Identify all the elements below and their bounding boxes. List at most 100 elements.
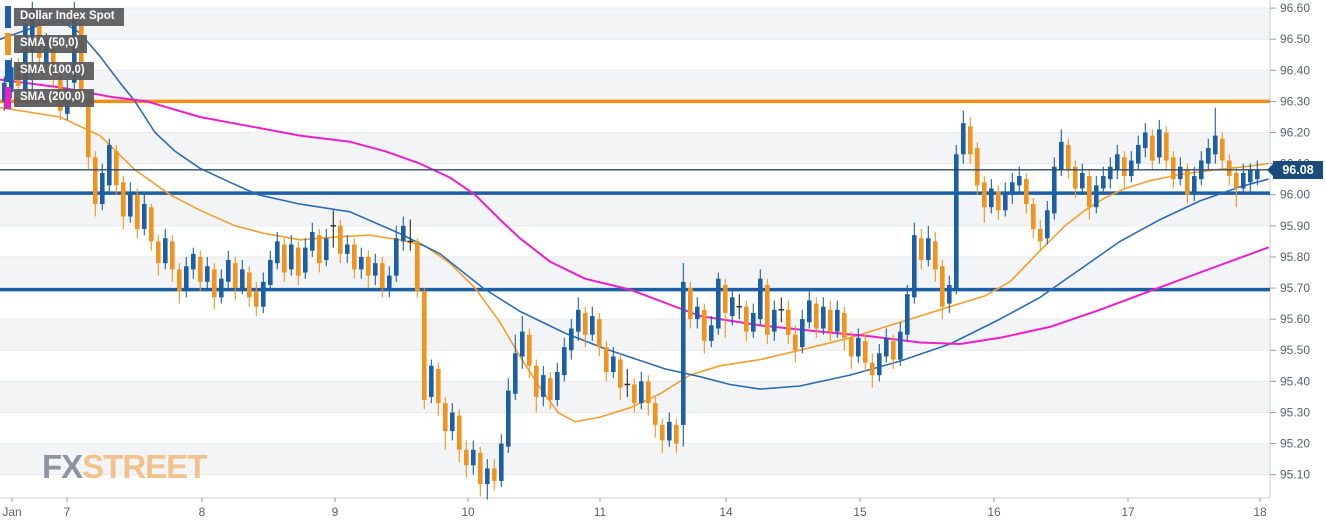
candle-body — [821, 306, 826, 329]
candle-body — [289, 244, 294, 270]
fxstreet-logo-fx: FX — [42, 448, 83, 485]
candle-body — [856, 337, 861, 357]
candle-body — [345, 244, 350, 254]
background-stripe — [0, 319, 1270, 351]
candle-body — [373, 263, 378, 276]
candle-body — [520, 331, 525, 357]
candle-body — [1003, 191, 1008, 211]
candle-body — [1157, 129, 1162, 158]
x-axis-label: 16 — [987, 505, 1001, 519]
candle-body — [429, 365, 434, 397]
candle-body — [485, 468, 490, 485]
candle-body — [1094, 185, 1099, 208]
fxstreet-logo-street: STREET — [82, 448, 207, 485]
candle-body — [93, 157, 98, 205]
candle-body — [954, 154, 959, 289]
candle-body — [835, 309, 840, 332]
background-stripe — [0, 8, 1270, 40]
candle-body — [233, 263, 238, 289]
candle-body — [177, 269, 182, 292]
candle-body — [849, 337, 854, 357]
candle-body — [709, 325, 714, 341]
candle-body — [982, 182, 987, 208]
candle-body — [184, 266, 189, 289]
y-axis-label: 96.00 — [1280, 188, 1310, 202]
candle-body — [660, 424, 665, 441]
legend-item-sma-100[interactable]: SMA (100,0) — [5, 60, 94, 82]
candle-body — [170, 241, 175, 270]
candle-body — [898, 331, 903, 360]
candle-body — [212, 269, 217, 298]
candle-body — [1234, 172, 1239, 189]
legend-item-dollar-index-spot[interactable]: Dollar Index Spot — [5, 6, 124, 28]
candle-body — [149, 207, 154, 242]
y-axis-label: 95.10 — [1280, 468, 1310, 482]
candle-body — [961, 123, 966, 155]
candle-body — [1101, 176, 1106, 189]
candle-body — [1213, 135, 1218, 155]
background-stripe — [0, 132, 1270, 164]
candle-body — [296, 247, 301, 276]
candle-body — [1178, 166, 1183, 180]
candle-body — [317, 235, 322, 264]
candle-body — [576, 309, 581, 332]
candle-body — [989, 188, 994, 208]
candle-body — [919, 238, 924, 261]
legend-item-sma-200[interactable]: SMA (200,0) — [5, 87, 94, 109]
candle-body — [947, 284, 952, 304]
candle-body — [639, 381, 644, 404]
candle-body — [695, 306, 700, 320]
series-swatch-sma100 — [5, 60, 11, 82]
candle-body — [1087, 176, 1092, 208]
candle-body — [1136, 144, 1141, 164]
candle-body — [632, 384, 637, 404]
candle-body — [436, 368, 441, 404]
candle-body — [450, 412, 455, 432]
candle-body — [828, 309, 833, 332]
candle-body — [198, 256, 203, 282]
legend-item-sma-50[interactable]: SMA (50,0) — [5, 33, 88, 55]
candle-body — [590, 316, 595, 335]
x-axis-label: 9 — [332, 505, 339, 519]
x-axis-label: Jan — [2, 505, 21, 519]
candle-body — [1066, 144, 1071, 170]
x-axis-label: 15 — [853, 505, 867, 519]
candle-body — [107, 144, 112, 186]
candle-body — [716, 278, 721, 329]
candle-body — [366, 256, 371, 276]
candle-body — [1192, 176, 1197, 195]
candle-body — [86, 98, 91, 158]
candle-body — [1150, 135, 1155, 161]
candle-body — [541, 375, 546, 397]
y-axis-label: 95.20 — [1280, 437, 1310, 451]
x-axis-label: 17 — [1121, 505, 1135, 519]
candle-body — [100, 172, 105, 205]
x-axis-label: 11 — [594, 505, 607, 519]
y-axis-label: 95.70 — [1280, 281, 1310, 295]
candle-body — [1080, 172, 1085, 189]
candle-body — [1073, 166, 1078, 189]
y-axis-label: 95.50 — [1280, 343, 1310, 357]
candle-body — [667, 421, 672, 441]
candle-body — [163, 238, 168, 264]
candle-body — [415, 241, 420, 292]
candle-body — [352, 244, 357, 270]
candle-body — [1122, 157, 1127, 177]
candle-body — [786, 309, 791, 335]
candle-body — [681, 281, 686, 425]
sma-line-100 — [0, 19, 1269, 390]
candle-body — [401, 225, 406, 242]
x-axis-label: 14 — [719, 505, 733, 519]
candle-body — [1115, 154, 1120, 170]
candle-body — [268, 260, 273, 285]
candle-body — [471, 449, 476, 466]
candle-body — [506, 390, 511, 447]
candle-body — [975, 148, 980, 186]
candle-body — [247, 272, 252, 298]
candle-body — [1017, 176, 1022, 186]
background-stripe — [0, 70, 1270, 102]
y-axis-label: 96.20 — [1280, 126, 1310, 140]
candle-body — [310, 232, 315, 251]
candle-body — [282, 244, 287, 273]
